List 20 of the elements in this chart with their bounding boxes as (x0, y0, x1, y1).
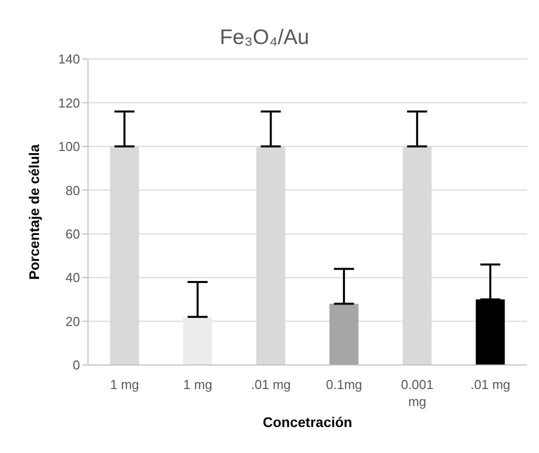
y-tick-label: 120 (58, 95, 80, 110)
x-tick-label: 0.1mg (326, 377, 362, 392)
x-tick-label: 1 mg (183, 377, 212, 392)
y-tick-label: 20 (66, 314, 80, 329)
y-tick-label: 60 (66, 226, 80, 242)
x-tick-label: 1 mg (110, 377, 140, 392)
y-tick-label: 40 (66, 270, 80, 286)
chart-title: Fe₃O₄/Au (220, 26, 310, 49)
x-tick-label: .01 mg (251, 377, 291, 392)
x-axis-title: Concetración (262, 414, 352, 430)
bar (183, 316, 212, 365)
y-tick-label: 80 (66, 182, 80, 198)
x-tick-label: .01 mg (470, 377, 510, 392)
bar (476, 299, 505, 365)
y-tick-label: 100 (58, 139, 80, 154)
x-tick-label: 0.001 mg (400, 377, 434, 409)
y-axis-title: Porcentaje de célula (26, 144, 42, 280)
y-tick-label: 140 (58, 52, 80, 67)
y-tick-label: 0 (72, 358, 80, 373)
bar (329, 304, 358, 365)
